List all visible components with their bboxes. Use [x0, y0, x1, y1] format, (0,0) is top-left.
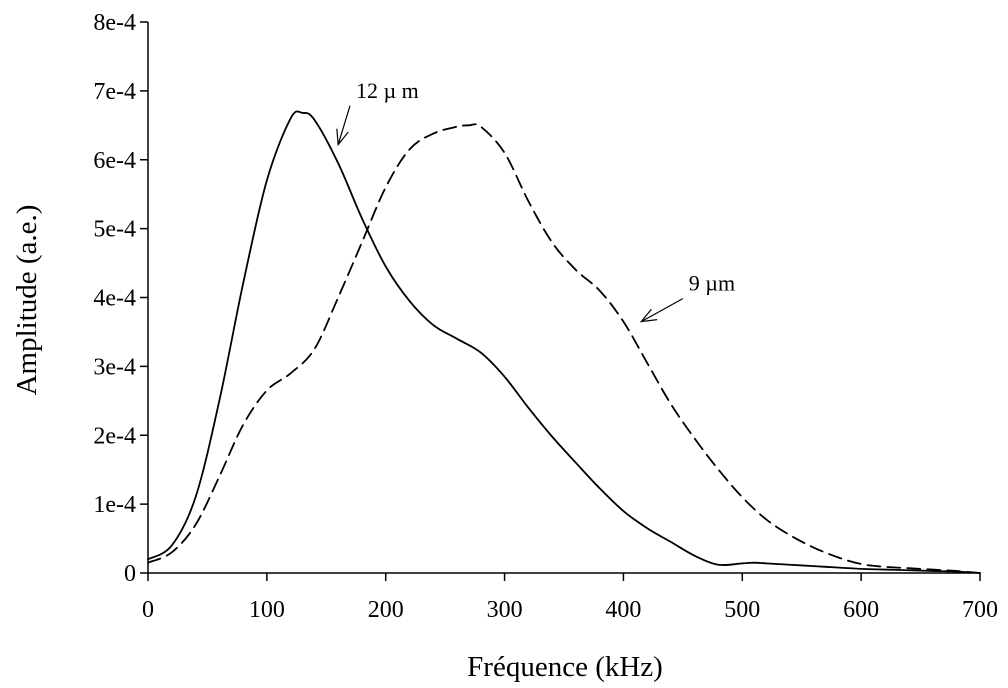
x-tick-label: 300	[487, 597, 523, 623]
annotation-arrow	[640, 298, 684, 323]
y-tick-label: 6e-4	[93, 148, 136, 174]
annotation-label: 9 µm	[689, 271, 735, 296]
annotations: 12 µ m 9 µm	[336, 78, 735, 323]
y-axis: 0 1e-4 2e-4 3e-4 4e-4 5e-4 6e-4 7e-4 8e-4	[93, 10, 149, 587]
series-group	[147, 110, 981, 574]
x-axis-title: Fréquence (kHz)	[467, 651, 663, 683]
y-tick-label: 4e-4	[93, 286, 136, 312]
annotation-arrow	[337, 105, 351, 145]
series-solid-line	[147, 110, 981, 574]
y-tick-label: 2e-4	[93, 423, 136, 449]
y-axis-title: Amplitude (a.e.)	[11, 205, 43, 396]
x-tick-label: 700	[962, 597, 998, 623]
x-tick-label: 500	[724, 597, 760, 623]
annotation-label: 12 µ m	[356, 78, 419, 103]
y-tick-label: 8e-4	[93, 10, 136, 36]
y-tick-label: 7e-4	[93, 79, 136, 105]
x-tick-label: 600	[843, 597, 879, 623]
x-tick-label: 0	[142, 597, 154, 623]
annotation-arrowhead	[336, 128, 349, 147]
x-tick-label: 200	[368, 597, 404, 623]
y-tick-label: 0	[124, 561, 136, 587]
y-tick-label: 3e-4	[93, 354, 136, 380]
x-axis: 0 100 200 300 400 500 600 700	[142, 572, 998, 623]
annotation-arrowhead	[639, 308, 658, 323]
y-tick-label: 5e-4	[93, 217, 136, 243]
x-tick-label: 100	[249, 597, 285, 623]
y-tick-label: 1e-4	[93, 492, 136, 518]
x-tick-label: 400	[605, 597, 641, 623]
series-dashed-line	[147, 123, 981, 574]
